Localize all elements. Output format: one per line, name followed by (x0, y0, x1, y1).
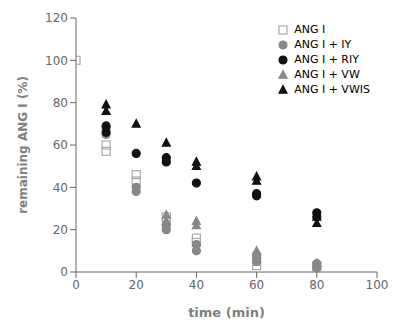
svg-text:20: 20 (129, 278, 144, 292)
svg-text:time (min): time (min) (188, 305, 265, 320)
svg-text:60: 60 (53, 138, 68, 152)
svg-text:100: 100 (45, 54, 68, 68)
svg-text:0: 0 (72, 278, 80, 292)
svg-text:20: 20 (53, 223, 68, 237)
svg-text:80: 80 (53, 96, 68, 110)
svg-text:80: 80 (309, 278, 324, 292)
html-text:ANG I + VWIS: ANG I + VWIS (294, 83, 370, 96)
svg-text:40: 40 (53, 181, 68, 195)
svg-text:40: 40 (189, 278, 204, 292)
svg-text:60: 60 (249, 278, 264, 292)
svg-text:remaining ANG I (%): remaining ANG I (%) (16, 76, 30, 214)
svg-text:100: 100 (366, 278, 389, 292)
html-text:ANG I + RIY: ANG I + RIY (294, 53, 359, 66)
html-text:ANG I + IY: ANG I + IY (294, 38, 352, 51)
svg-text:120: 120 (45, 11, 68, 25)
html-text:ANG I + VW: ANG I + VW (294, 68, 360, 81)
html-text:ANG I: ANG I (294, 23, 326, 36)
svg-text:0: 0 (60, 265, 68, 279)
